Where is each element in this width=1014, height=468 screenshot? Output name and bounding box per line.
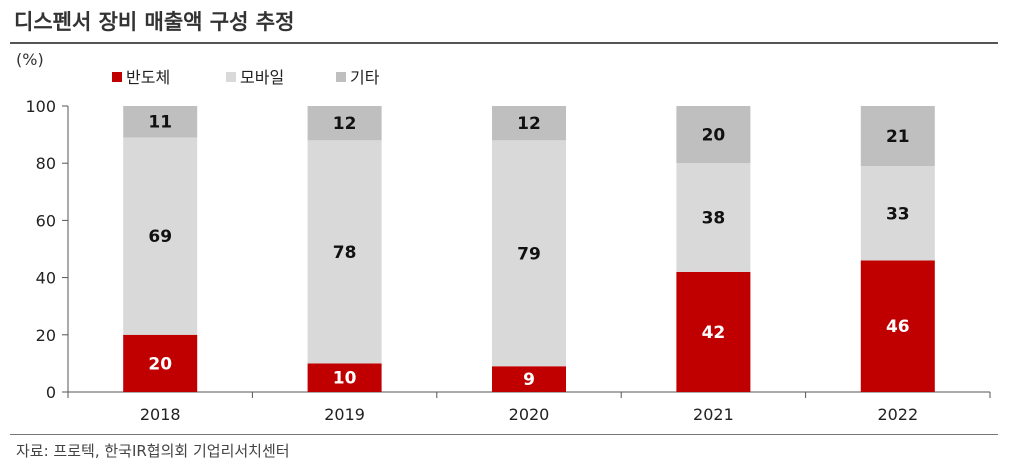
legend-label: 기타 <box>350 68 380 87</box>
data-label: 21 <box>886 127 910 147</box>
legend-swatch <box>112 72 122 82</box>
x-tick-label: 2019 <box>324 405 365 424</box>
bar-segment <box>676 163 751 272</box>
data-label: 79 <box>517 244 541 264</box>
y-tick-label: 20 <box>36 326 56 345</box>
data-label: 10 <box>333 369 357 389</box>
data-label: 42 <box>702 323 726 343</box>
data-label: 78 <box>333 243 357 263</box>
bar-segment <box>307 363 382 392</box>
y-tick-label: 40 <box>36 269 56 288</box>
bar-segment <box>492 366 566 392</box>
data-label: 46 <box>886 317 910 337</box>
data-label: 20 <box>148 354 172 374</box>
bar-segment <box>860 260 935 392</box>
x-tick-label: 2018 <box>140 405 181 424</box>
data-label: 12 <box>333 114 357 134</box>
bar-segment <box>676 106 751 164</box>
x-tick-label: 2020 <box>509 405 550 424</box>
y-tick-label: 100 <box>25 97 56 116</box>
y-tick-label: 0 <box>46 383 56 402</box>
data-label: 9 <box>523 370 535 390</box>
x-tick-label: 2021 <box>693 405 734 424</box>
bar-segment <box>123 106 198 138</box>
bar-segment <box>492 106 566 141</box>
legend-label: 모바일 <box>240 68 284 87</box>
legend-swatch <box>336 72 346 82</box>
data-label: 12 <box>517 114 541 134</box>
page-title: 디스펜서 장비 매출액 구성 추정 <box>14 10 295 34</box>
bar-segment <box>492 140 566 367</box>
bar-segment <box>860 106 935 167</box>
data-label: 33 <box>886 204 910 224</box>
data-label: 11 <box>148 113 172 133</box>
legend-label: 반도체 <box>126 68 170 87</box>
footer-divider <box>10 434 998 435</box>
legend-swatch <box>226 72 236 82</box>
y-tick-label: 80 <box>36 154 56 173</box>
y-tick-label: 60 <box>36 211 56 230</box>
bar-segment <box>307 140 382 364</box>
data-label: 69 <box>148 227 172 247</box>
bar-segment <box>676 271 751 392</box>
bar-segment <box>860 166 935 261</box>
title-divider <box>10 42 998 44</box>
data-label: 38 <box>702 209 726 229</box>
y-axis-unit: (%) <box>16 50 44 69</box>
data-label: 20 <box>702 126 726 146</box>
bar-segment <box>307 106 382 141</box>
bar-segment <box>123 334 198 392</box>
bar-segment <box>123 137 198 335</box>
x-tick-label: 2022 <box>877 405 918 424</box>
source-note: 자료: 프로텍, 한국IR협의회 기업리서치센터 <box>16 442 290 460</box>
